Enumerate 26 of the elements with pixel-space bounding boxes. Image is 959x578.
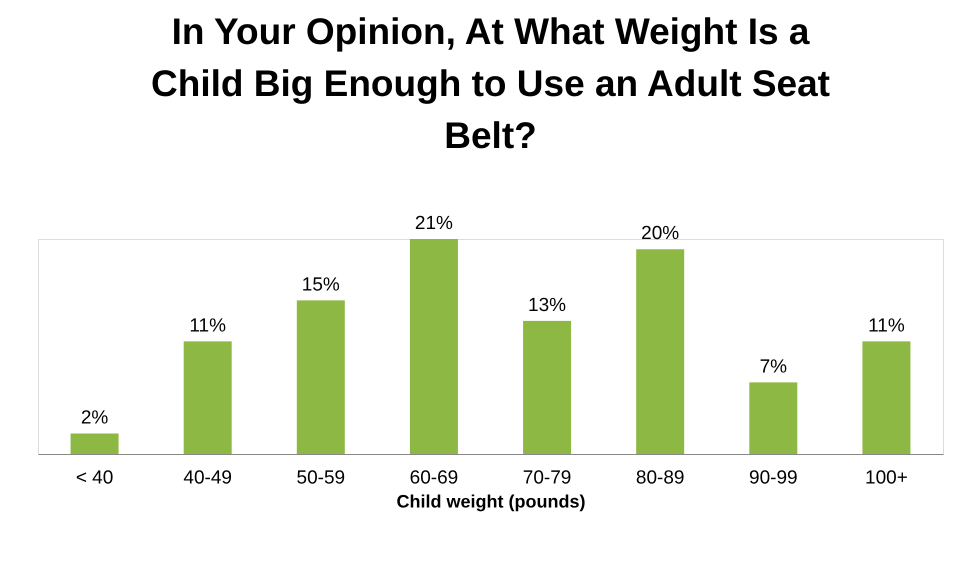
bar (70, 434, 119, 454)
x-tick-label: 40-49 (183, 468, 232, 488)
bar (636, 249, 684, 454)
x-tick-label: 70-79 (522, 468, 572, 488)
bar (296, 300, 345, 454)
bar (410, 239, 458, 454)
bar (749, 382, 798, 454)
data-label: 11% (189, 315, 226, 336)
chart-title: In Your Opinion, At What Weight Is a Child Big Enough to Use an Adult Seat Belt? (150, 11, 830, 156)
x-tick-label: 90-99 (749, 468, 798, 488)
x-tick-label: 100+ (865, 468, 908, 488)
x-tick-label: 80-89 (636, 468, 684, 488)
x-tick-label: 60-69 (410, 468, 458, 488)
data-label: 7% (760, 356, 788, 378)
data-label: 2% (80, 408, 108, 429)
data-label: 13% (528, 294, 566, 316)
bar (862, 341, 910, 454)
bar (184, 341, 232, 454)
data-label: 21% (414, 213, 454, 234)
x-axis-title: Child weight (pounds) (396, 492, 586, 512)
x-tick-label: 50-59 (296, 468, 346, 488)
data-label: 15% (302, 274, 340, 296)
x-tick-label: < 40 (76, 468, 114, 488)
data-label: 11% (868, 315, 905, 336)
data-label: 20% (641, 223, 680, 244)
bar (523, 320, 572, 454)
